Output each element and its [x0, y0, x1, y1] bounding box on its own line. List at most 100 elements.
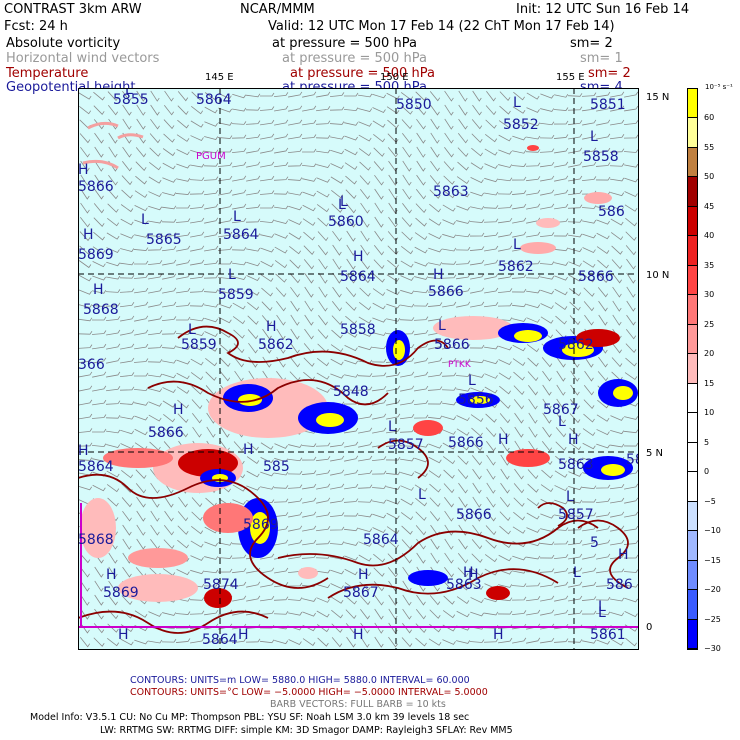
wind-barb: [92, 246, 106, 254]
wind-barb: [344, 122, 359, 126]
wind-barb: [218, 541, 233, 546]
wind-barb: [498, 259, 513, 266]
wind-barb: [568, 485, 583, 491]
wind-barb: [161, 316, 177, 322]
wind-barb: [246, 581, 261, 588]
wind-barb: [318, 272, 328, 284]
wind-barb: [623, 569, 639, 573]
wind-barb: [120, 343, 135, 350]
wind-barb: [136, 104, 146, 116]
wind-barb: [569, 301, 581, 311]
wind-barb: [288, 91, 303, 98]
wind-barb: [388, 202, 398, 214]
wind-barb: [400, 512, 414, 521]
wind-barb: [260, 133, 275, 140]
wind-barb: [288, 511, 303, 518]
height-label: 5863: [558, 457, 594, 473]
wind-barb: [415, 511, 427, 521]
wind-barb: [625, 245, 637, 256]
wind-barb: [204, 331, 218, 337]
wind-barb: [556, 412, 566, 424]
wind-barb: [162, 612, 177, 616]
wind-barb: [332, 230, 342, 242]
wind-barb: [175, 191, 191, 196]
height-label: 5866: [78, 179, 114, 195]
wind-barb: [302, 497, 317, 504]
wind-barb: [205, 371, 217, 381]
wind-barb: [427, 275, 443, 279]
wind-barb: [402, 608, 412, 620]
wind-barb: [190, 332, 205, 337]
wind-barb: [245, 106, 261, 111]
wind-barb: [470, 387, 484, 393]
wind-barb: [260, 553, 275, 560]
wind-barb: [581, 512, 597, 517]
wind-barb: [274, 471, 289, 476]
wind-barb: [500, 440, 510, 452]
low-marker: L: [125, 88, 133, 98]
wind-barb: [528, 426, 538, 438]
wind-barb: [499, 511, 511, 522]
wind-barb: [161, 345, 177, 349]
wind-barb: [539, 121, 555, 126]
wind-barb: [553, 638, 569, 643]
wind-barb: [120, 357, 135, 364]
wind-barb: [498, 359, 512, 366]
wind-barb: [483, 205, 499, 209]
wind-barb: [388, 580, 398, 592]
wind-barb: [625, 343, 637, 354]
wind-barb: [303, 357, 315, 367]
wind-barb: [346, 230, 356, 242]
wind-barb: [93, 231, 105, 241]
wind-barb: [260, 457, 274, 464]
wind-barb: [316, 511, 331, 518]
wind-barb: [582, 147, 597, 154]
wind-barb: [176, 231, 191, 238]
model-name: CONTRAST 3km ARW: [4, 2, 142, 17]
wind-barb: [469, 344, 485, 349]
wind-barb: [373, 245, 385, 256]
wind-barb: [598, 300, 608, 312]
height-label: 5859: [181, 337, 217, 353]
wind-barb: [610, 429, 625, 435]
wind-barb: [429, 483, 441, 493]
wind-barb: [318, 245, 328, 256]
wind-barb: [386, 385, 401, 392]
high-marker: H: [493, 627, 504, 643]
wind-barb: [177, 399, 189, 409]
height-label: 5868: [78, 532, 114, 548]
wind-barb: [416, 552, 426, 564]
wind-barb: [471, 147, 483, 157]
wind-barb: [204, 121, 218, 127]
wind-barb: [360, 608, 370, 620]
high-marker: H: [353, 627, 364, 643]
wind-barb: [315, 442, 331, 447]
wind-barb: [455, 373, 471, 377]
wind-barb: [176, 346, 191, 350]
wind-barb: [428, 371, 443, 378]
wind-barb: [457, 567, 469, 578]
wind-barb: [429, 595, 441, 606]
wind-barb: [245, 233, 261, 237]
wind-barb: [107, 497, 119, 507]
wind-barb: [470, 374, 485, 378]
wind-barb: [540, 513, 554, 519]
wind-barb: [343, 512, 359, 517]
wind-barb: [441, 387, 457, 391]
wind-barb: [161, 330, 177, 335]
wind-barb: [427, 400, 443, 405]
station-pgum: PGUM: [196, 151, 226, 162]
wind-barb: [568, 595, 583, 602]
vorticity-blobs: [80, 121, 638, 608]
wind-barb: [372, 527, 386, 534]
wind-barb: [430, 538, 440, 550]
wind-barb: [345, 175, 357, 185]
wind-barb: [134, 234, 149, 238]
wind-barb: [444, 146, 454, 158]
wind-barb: [316, 177, 330, 183]
wind-barb: [456, 596, 470, 604]
wind-barb: [133, 247, 149, 252]
wind-barb: [218, 107, 232, 113]
field-temperature-pressure: at pressure = 500 hPa: [290, 66, 435, 81]
wind-barb: [204, 106, 218, 114]
